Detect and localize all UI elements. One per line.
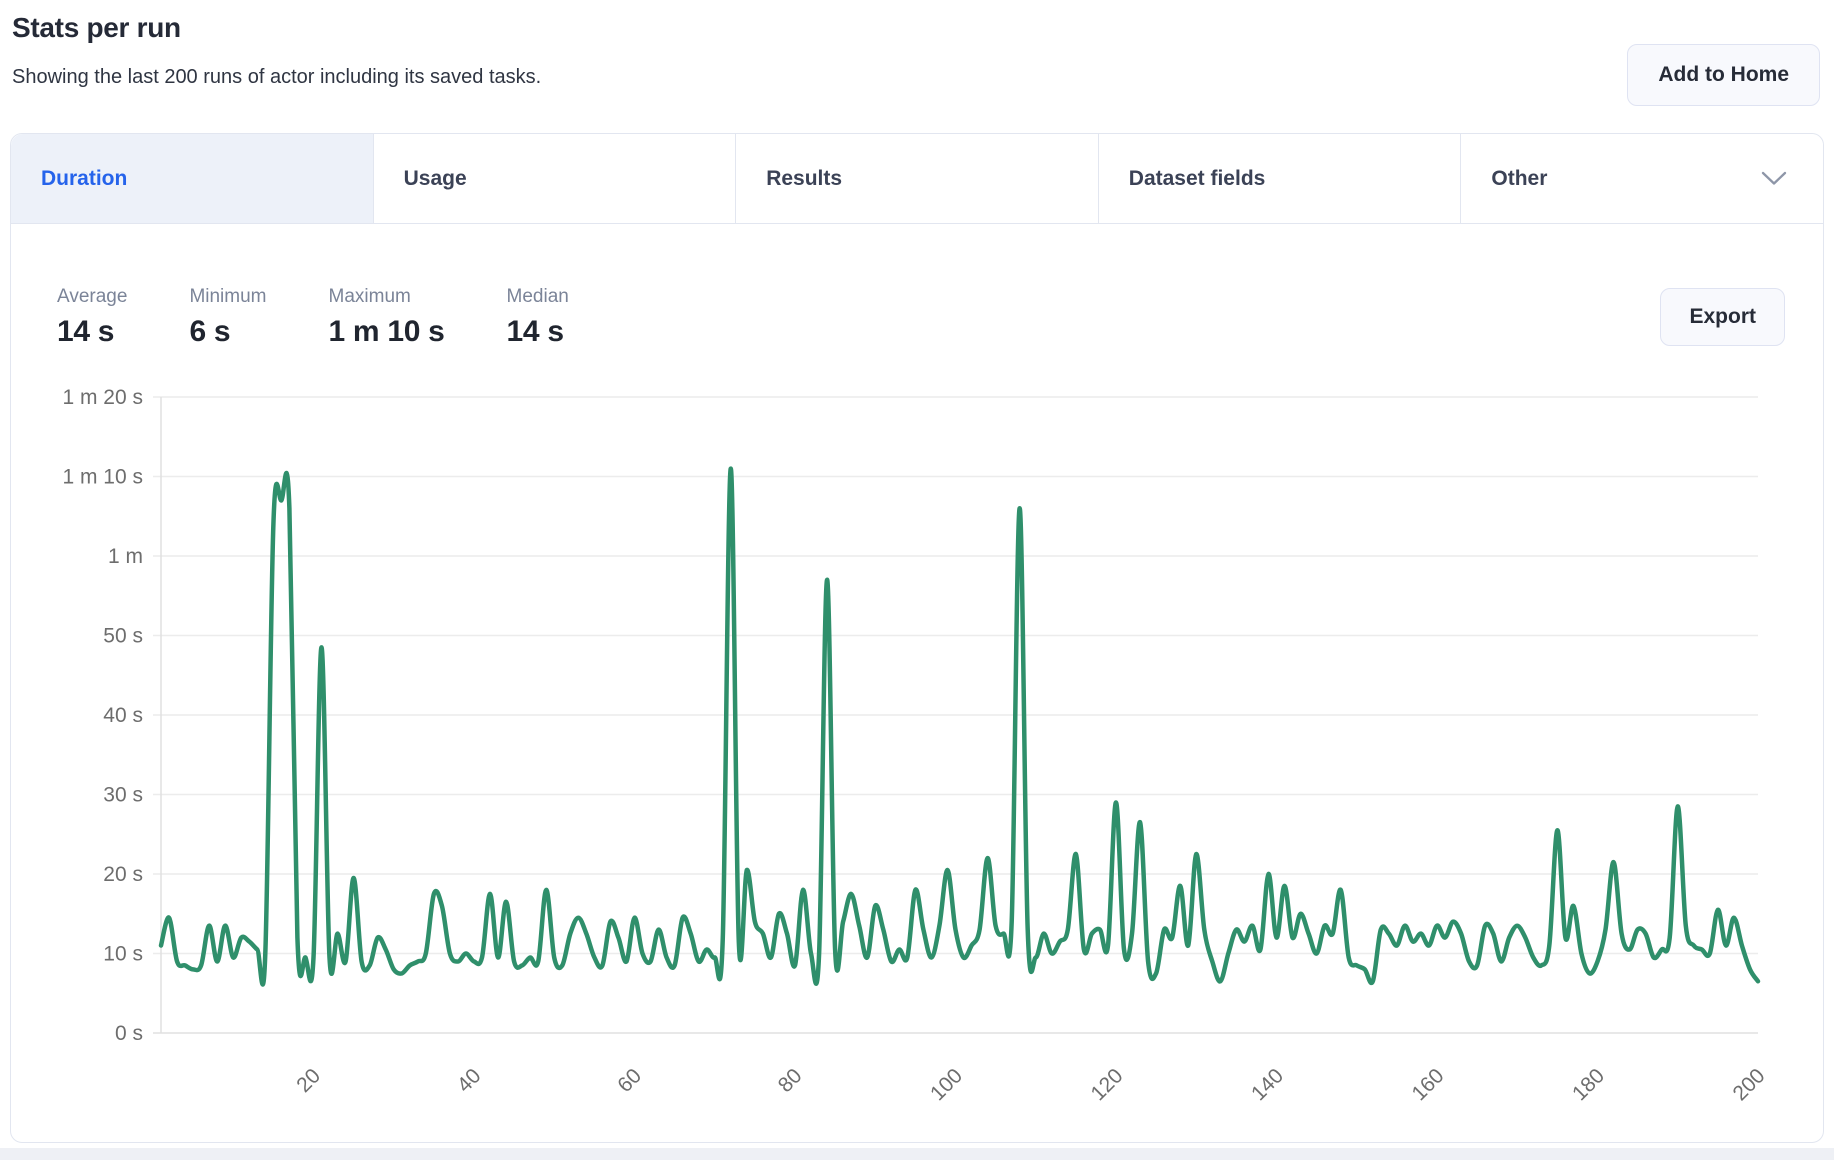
- svg-text:40 s: 40 s: [103, 704, 143, 727]
- svg-text:50 s: 50 s: [103, 625, 143, 648]
- stat-average: Average 14 s: [57, 286, 127, 349]
- stat-average-value: 14 s: [57, 315, 115, 348]
- stat-average-label: Average: [57, 286, 128, 307]
- svg-text:1 m 20 s: 1 m 20 s: [62, 386, 143, 409]
- svg-text:20 s: 20 s: [103, 863, 143, 886]
- stat-maximum: Maximum 1 m 10 s: [329, 286, 445, 349]
- svg-text:180: 180: [1568, 1064, 1609, 1105]
- tab-results[interactable]: Results: [736, 134, 1099, 223]
- tab-duration[interactable]: Duration: [11, 134, 374, 223]
- svg-text:100: 100: [926, 1064, 967, 1105]
- svg-text:10 s: 10 s: [103, 943, 143, 966]
- tab-usage[interactable]: Usage: [373, 134, 737, 223]
- stat-median-value: 14 s: [506, 315, 565, 348]
- stat-minimum: Minimum 6 s: [189, 286, 266, 349]
- stat-median: Median 14 s: [507, 286, 569, 349]
- tab-results-label: Results: [766, 166, 843, 190]
- tab-other-label: Other: [1491, 166, 1548, 190]
- summary-stats: Average 14 s Minimum 6 s Maximum 1 m 10 …: [57, 286, 569, 349]
- svg-text:160: 160: [1407, 1064, 1448, 1105]
- stat-median-label: Median: [506, 286, 569, 307]
- svg-text:120: 120: [1086, 1064, 1127, 1105]
- tab-dataset-fields[interactable]: Dataset fields: [1098, 134, 1462, 223]
- svg-text:80: 80: [774, 1064, 807, 1097]
- stat-maximum-label: Maximum: [328, 286, 411, 307]
- tab-dataset-fields-label: Dataset fields: [1128, 166, 1266, 190]
- page-subtitle: Showing the last 200 runs of actor inclu…: [12, 66, 542, 88]
- stat-minimum-value: 6 s: [189, 315, 231, 348]
- chevron-down-icon: [1761, 171, 1787, 186]
- export-button[interactable]: Export: [1660, 288, 1785, 346]
- svg-text:20: 20: [292, 1064, 325, 1097]
- add-to-home-button[interactable]: Add to Home: [1627, 44, 1820, 106]
- tab-other[interactable]: Other: [1461, 134, 1823, 223]
- svg-text:0 s: 0 s: [115, 1022, 143, 1045]
- svg-text:40: 40: [453, 1064, 486, 1097]
- tab-bar: Duration Usage Results Dataset fields Ot…: [11, 134, 1823, 224]
- svg-text:1 m 10 s: 1 m 10 s: [62, 466, 143, 489]
- stat-minimum-label: Minimum: [189, 286, 267, 307]
- svg-text:140: 140: [1247, 1064, 1288, 1105]
- duration-line-chart: 0 s 10 s 20 s 30 s 40 s 50 s 1 m 1 m 10 s 1 m 20…: [62, 386, 1769, 1105]
- svg-text:60: 60: [613, 1064, 646, 1097]
- page-title: Stats per run: [12, 12, 181, 43]
- svg-text:200: 200: [1728, 1064, 1769, 1105]
- svg-text:30 s: 30 s: [103, 784, 143, 807]
- tab-duration-label: Duration: [41, 166, 128, 190]
- tab-usage-label: Usage: [403, 166, 467, 190]
- svg-text:1 m: 1 m: [108, 545, 143, 568]
- duration-chart: 0 s 10 s 20 s 30 s 40 s 50 s 1 m 1 m 10 s 1 m 20…: [11, 359, 1825, 1139]
- stats-card: Duration Usage Results Dataset fields Ot…: [10, 133, 1824, 1143]
- next-section-edge: [0, 1148, 1834, 1160]
- stat-maximum-value: 1 m 10 s: [328, 315, 445, 348]
